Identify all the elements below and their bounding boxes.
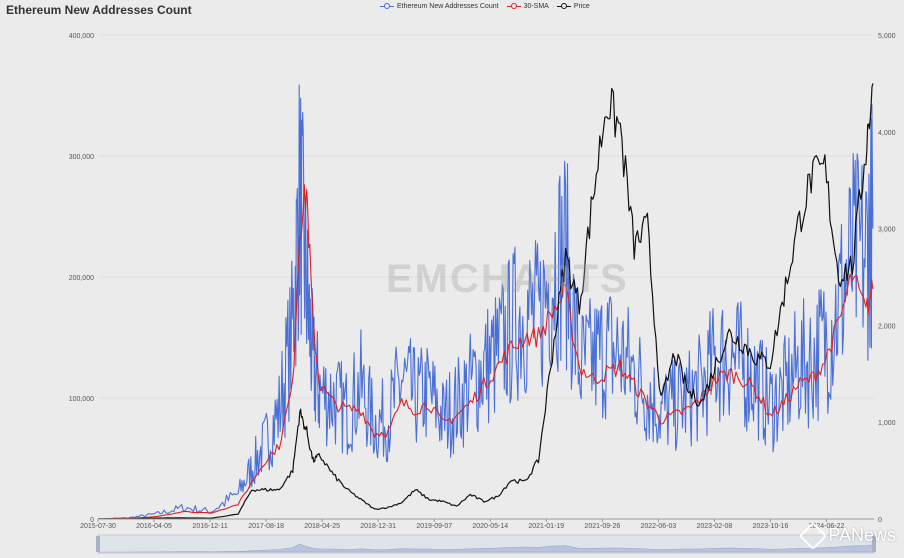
brand-logo: PANews: [799, 521, 896, 550]
y-right-tick-label: 0: [878, 517, 882, 524]
x-tick-label: 2023-10-16: [753, 523, 789, 530]
x-tick-label: 2023-02-08: [697, 523, 733, 530]
legend-label-price: Price: [573, 2, 590, 10]
watermark: EMCHARTS: [386, 257, 629, 301]
legend-item-price[interactable]: Price: [556, 2, 590, 10]
series-layer: [97, 83, 874, 520]
legend-label-new-addresses: Ethereum New Addresses Count: [397, 2, 499, 10]
x-tick-label: 2018-12-31: [360, 523, 396, 530]
y-left-tick-label: 0: [90, 517, 94, 524]
x-tick-label: 2022-06-03: [640, 523, 676, 530]
y-right-tick-label: 4,000: [878, 130, 896, 137]
y-right-tick-label: 5,000: [878, 33, 896, 40]
legend-item-new-addresses[interactable]: Ethereum New Addresses Count: [380, 2, 499, 10]
zoom-overview: [98, 543, 875, 553]
x-tick-label: 2017-08-18: [248, 523, 284, 530]
x-tick-label: 2020-05-14: [472, 523, 508, 530]
legend-swatch-new-addresses: [380, 2, 394, 10]
axes: 0 100,000 200,000 300,000 400,000 0 1,000 2,000…: [69, 33, 896, 530]
y-right-tick-label: 1,000: [878, 420, 896, 427]
zoom-slider[interactable]: [96, 534, 876, 554]
brand-text: PANews: [828, 525, 896, 545]
zoom-handle-left[interactable]: [96, 536, 100, 552]
y-left-tick-label: 200,000: [69, 275, 94, 282]
x-tick-label: 2021-01-19: [528, 523, 564, 530]
y-left-tick-label: 400,000: [69, 33, 94, 40]
series-line-price: [98, 83, 874, 520]
zoom-handle-right[interactable]: [872, 536, 876, 552]
legend-label-sma: 30-SMA: [523, 2, 549, 10]
x-tick-label: 2024-06-22: [809, 523, 845, 530]
x-tick-label: 2018-04-25: [304, 523, 340, 530]
x-tick-label: 2019-09-07: [416, 523, 452, 530]
x-tick-label: 2021-09-26: [584, 523, 620, 530]
legend-item-sma[interactable]: 30-SMA: [506, 2, 549, 10]
chart-title: Ethereum New Addresses Count: [6, 3, 192, 17]
y-right-tick-label: 2,000: [878, 323, 896, 330]
legend-swatch-sma: [506, 2, 521, 10]
legend: Ethereum New Addresses Count 30-SMA Pric…: [380, 2, 590, 10]
x-tick-label: 2016-04-05: [136, 523, 172, 530]
x-tick-label: 2015-07-30: [80, 523, 116, 530]
series-line-new-addresses: [97, 84, 874, 520]
y-left-tick-label: 300,000: [69, 154, 94, 161]
brand-icon: [799, 521, 828, 550]
y-right-tick-label: 3,000: [878, 227, 896, 234]
x-tick-label: 2016-12-11: [192, 523, 227, 530]
series-line-sma: [97, 184, 874, 520]
legend-swatch-price: [556, 2, 571, 10]
y-left-tick-label: 100,000: [69, 396, 94, 403]
